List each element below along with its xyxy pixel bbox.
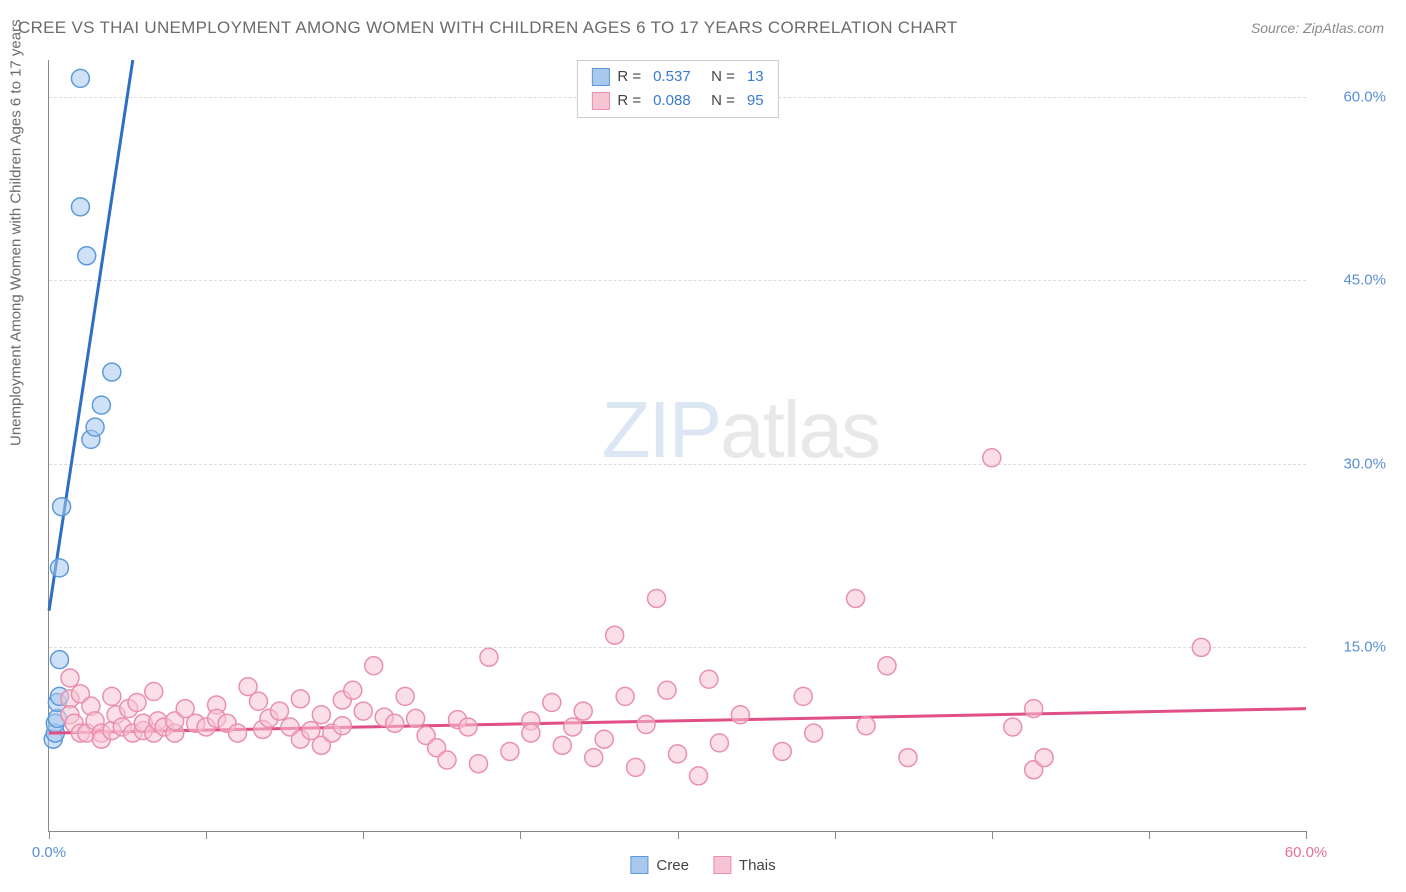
legend-label-cree: Cree <box>656 857 689 874</box>
scatter-svg <box>49 60 1306 831</box>
x-tick-label: 0.0% <box>32 844 66 861</box>
y-tick-label: 15.0% <box>1316 639 1386 656</box>
legend-item-cree: Cree <box>630 856 689 874</box>
source-attribution: Source: ZipAtlas.com <box>1251 20 1384 36</box>
legend-item-thais: Thais <box>713 856 776 874</box>
y-tick-label: 45.0% <box>1316 272 1386 289</box>
y-tick-label: 30.0% <box>1316 455 1386 472</box>
series-legend: Cree Thais <box>630 856 775 874</box>
correlation-chart: CREE VS THAI UNEMPLOYMENT AMONG WOMEN WI… <box>0 0 1406 892</box>
legend-label-thais: Thais <box>739 857 776 874</box>
x-tick-label: 60.0% <box>1285 844 1328 861</box>
plot-area: ZIPatlas 15.0%30.0%45.0%60.0% 0.0%60.0% … <box>48 60 1306 832</box>
y-tick-label: 60.0% <box>1316 88 1386 105</box>
legend-swatch-icon <box>630 856 648 874</box>
chart-title: CREE VS THAI UNEMPLOYMENT AMONG WOMEN WI… <box>18 18 958 38</box>
legend-swatch-icon <box>713 856 731 874</box>
y-axis-label: Unemployment Among Women with Children A… <box>8 19 25 446</box>
